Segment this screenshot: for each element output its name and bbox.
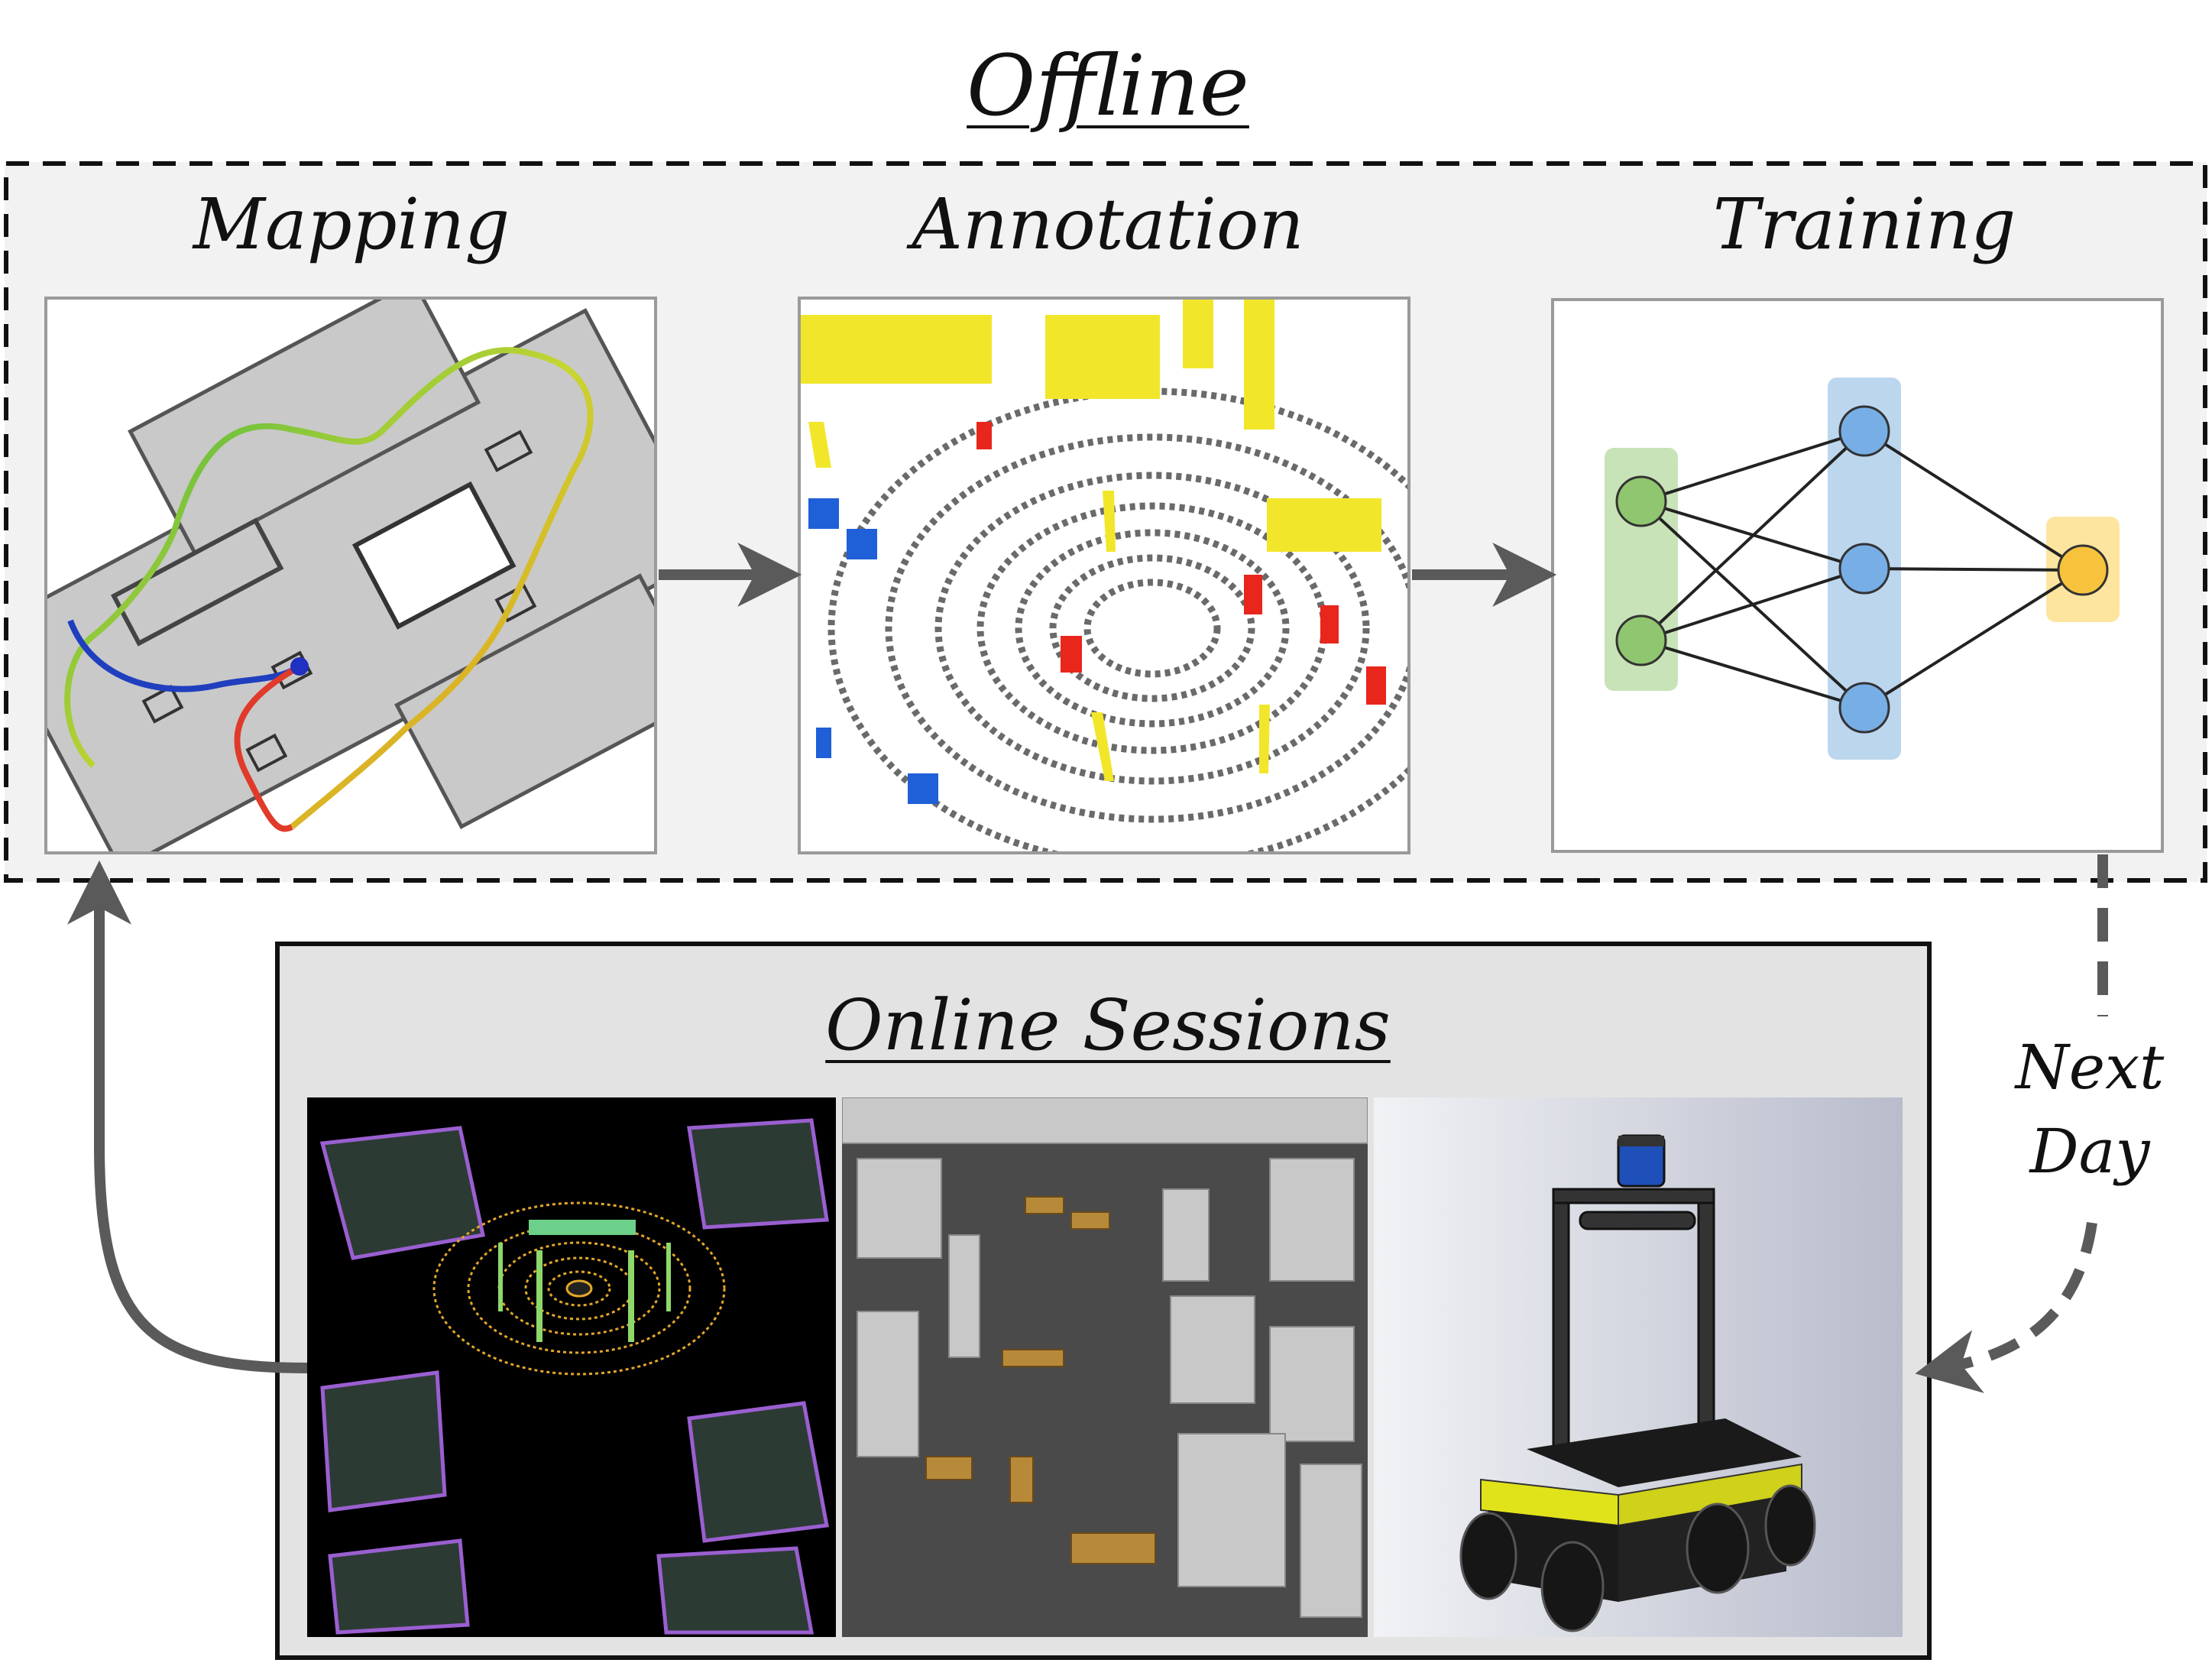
training-panel [1551, 298, 2164, 853]
online-sessions-title: Online Sessions [825, 984, 1391, 1066]
next-day-label-line2: Day [2029, 1116, 2150, 1187]
robot-image [1374, 1097, 1903, 1637]
arrow-next-day-to-robot [1915, 1221, 2097, 1393]
mapping-panel [44, 297, 657, 854]
hidden-node [1838, 682, 1890, 734]
annotation-image [801, 300, 1407, 851]
input-node [1615, 614, 1667, 666]
mapping-title: Mapping [193, 183, 510, 265]
training-network [1554, 301, 2161, 850]
training-title: Training [1712, 183, 2016, 265]
next-day-label-line1: Next [2015, 1032, 2165, 1103]
simulation-image [842, 1097, 1368, 1637]
hidden-node [1838, 543, 1890, 595]
hidden-node [1838, 405, 1890, 457]
arrow-online-to-mapping [67, 860, 308, 1373]
output-node [2057, 544, 2109, 596]
annotation-panel [798, 297, 1410, 854]
mapping-image [47, 300, 654, 851]
lidar-scan-image [307, 1097, 836, 1637]
annotation-title: Annotation [912, 183, 1304, 265]
offline-title: Offline [967, 37, 1249, 135]
input-node [1615, 475, 1667, 527]
